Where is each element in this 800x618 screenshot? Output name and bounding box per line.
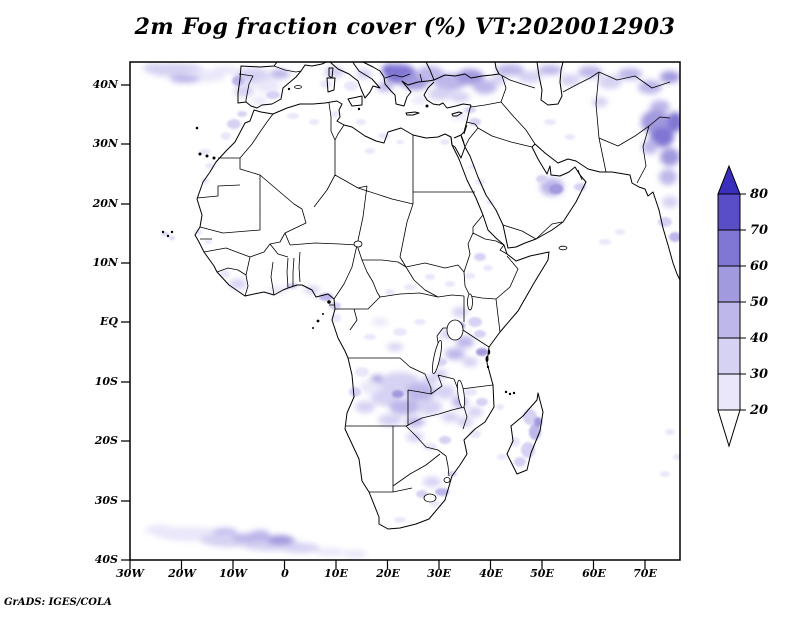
coastline-africa: [194, 100, 550, 530]
colorbar-label: 80: [750, 187, 768, 202]
island-mallorca: [294, 85, 302, 89]
lon-tick-label: 50E: [530, 567, 554, 580]
country-lesotho: [423, 493, 437, 503]
colorbar-segment: [717, 265, 741, 303]
borders-europe: [238, 65, 423, 102]
coastline-madagascar: [506, 392, 544, 475]
coastline-iran-india: [531, 143, 680, 281]
colorbar-arrow-top: [717, 164, 741, 195]
lon-tick-label: 60E: [582, 567, 606, 580]
lon-tick-label: 0: [281, 567, 289, 580]
colorbar-segment: [717, 337, 741, 375]
colorbar-label: 20: [749, 403, 768, 418]
lake-chad: [353, 240, 363, 248]
lat-tick-label: 10N: [92, 256, 118, 269]
coastline-levant-sinai: [450, 104, 472, 159]
colorbar-label: 40: [750, 331, 768, 346]
coastline-caspian: [536, 62, 564, 106]
colorbar-label: 50: [750, 295, 768, 310]
lon-tick-label: 20E: [376, 567, 400, 580]
plot-frame: [129, 61, 681, 561]
coastline-turkey-blacksea: [423, 62, 500, 109]
colorbar-segment: [717, 373, 741, 411]
colorbar-segment: [717, 229, 741, 267]
lon-tick-label: 20W: [168, 567, 196, 580]
colorbar-arrow-bottom: [717, 409, 741, 448]
coastline-balkans-greece: [362, 62, 435, 116]
grads-credit: GrADS: IGES/COLA: [4, 597, 112, 608]
borders-central-asia: [562, 71, 671, 184]
lon-tick-label: 30E: [427, 567, 451, 580]
colorbar-ticks: [740, 193, 746, 411]
lake-victoria: [446, 319, 464, 341]
lat-tick-label: 30S: [94, 494, 118, 507]
coastlines: [194, 62, 680, 530]
coastline-italy: [326, 62, 381, 107]
fog-shading-layer: [143, 63, 680, 558]
colorbar-label: 30: [750, 367, 768, 382]
lat-tick-label: 40N: [92, 78, 118, 91]
country-swaziland: [443, 477, 451, 483]
axis-ticks-left: [121, 84, 130, 561]
colorbar-segment: [717, 193, 741, 231]
lat-tick-label: 40S: [94, 553, 118, 566]
plot-title: 2m Fog fraction cover (%) VT:2020012903: [134, 14, 676, 40]
colorbar-label: 70: [750, 223, 768, 238]
lon-tick-label: 40E: [479, 567, 503, 580]
lake-tanganyika: [432, 339, 442, 375]
lakes: [294, 85, 568, 503]
island-socotra: [558, 245, 568, 251]
plot-frame-and-ticks: [121, 61, 681, 569]
lat-tick-label: 20N: [92, 197, 118, 210]
borders-middle-east: [460, 73, 583, 240]
lat-tick-label: EQ: [100, 315, 118, 328]
country-borders: [196, 65, 671, 493]
lon-tick-label: 10W: [219, 567, 247, 580]
lat-tick-label: 30N: [92, 137, 118, 150]
coastline-arabia: [464, 146, 587, 249]
lon-tick-label: 70E: [633, 567, 657, 580]
lat-tick-label: 20S: [94, 434, 118, 447]
map-content: [143, 62, 680, 558]
map-plot: [121, 61, 681, 569]
coastline-iberia-france: [237, 62, 327, 109]
colorbar-labels: 80 70 60 50 40 30 20: [749, 187, 768, 418]
axis-ticks-bottom: [129, 560, 646, 569]
lake-turkana: [467, 293, 473, 311]
fog-speckle-layer: [161, 76, 680, 523]
lon-tick-label: 30W: [116, 567, 144, 580]
lat-tick-label: 10S: [94, 375, 118, 388]
colorbar-segment: [717, 301, 741, 339]
islands: [161, 87, 516, 396]
colorbar: 80 70 60 50 40 30 20: [717, 164, 768, 448]
colorbar-label: 60: [750, 259, 768, 274]
lake-malawi: [457, 379, 465, 409]
lon-tick-label: 10E: [324, 567, 348, 580]
